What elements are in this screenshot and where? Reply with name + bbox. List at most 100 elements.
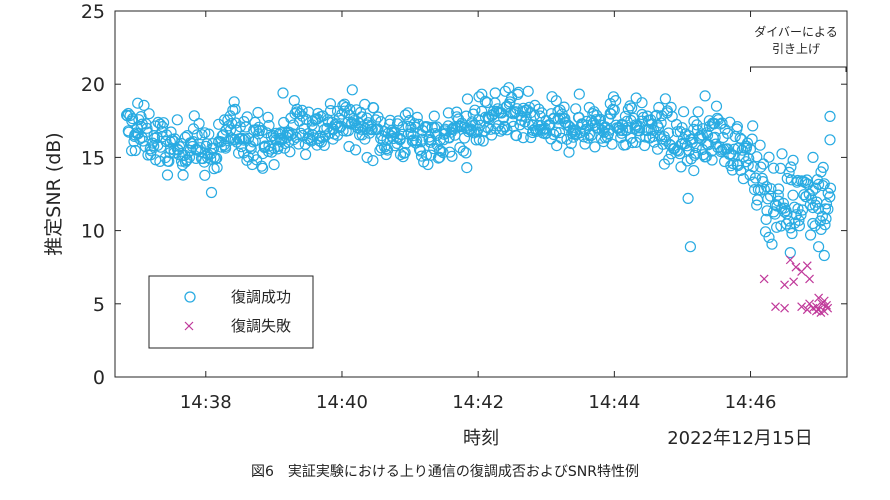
annotation-line2: 引き上げ xyxy=(772,42,820,56)
success-marker xyxy=(414,145,427,157)
success-marker xyxy=(646,118,658,130)
success-marker xyxy=(129,144,141,157)
success-marker xyxy=(709,117,721,130)
success-marker xyxy=(765,183,777,195)
success-marker xyxy=(343,140,355,153)
failure-marker xyxy=(802,305,812,315)
failure-marker xyxy=(802,261,812,271)
success-marker xyxy=(141,126,153,138)
success-markers xyxy=(120,82,837,262)
success-marker xyxy=(460,110,472,122)
success-marker xyxy=(824,191,836,203)
success-marker xyxy=(161,169,174,181)
success-marker xyxy=(194,142,206,154)
success-marker xyxy=(173,149,185,161)
y-tick-label: 25 xyxy=(81,1,105,23)
failure-marker xyxy=(805,274,814,284)
success-marker xyxy=(362,117,374,129)
success-marker xyxy=(522,85,534,97)
success-marker xyxy=(220,142,232,154)
success-marker xyxy=(818,178,830,190)
success-marker xyxy=(817,180,829,192)
success-marker xyxy=(655,117,667,129)
failure-marker xyxy=(771,302,780,312)
x-tick-label: 14:40 xyxy=(316,392,368,413)
success-marker xyxy=(624,100,636,112)
success-marker xyxy=(559,112,571,125)
success-marker xyxy=(191,129,203,141)
success-marker xyxy=(257,162,269,174)
success-marker xyxy=(677,106,690,118)
success-marker xyxy=(671,144,683,156)
success-marker xyxy=(350,144,362,156)
legend-label-success: 復調成功 xyxy=(231,288,291,306)
success-marker xyxy=(665,101,677,114)
success-marker xyxy=(777,197,790,209)
success-marker xyxy=(529,99,541,112)
failure-marker xyxy=(780,280,790,290)
success-marker xyxy=(233,147,245,159)
success-marker xyxy=(620,139,632,151)
success-marker xyxy=(809,182,822,194)
success-marker xyxy=(209,153,222,165)
success-marker xyxy=(807,202,819,214)
success-marker xyxy=(544,119,556,131)
success-marker xyxy=(268,159,280,171)
success-marker xyxy=(425,149,437,161)
success-marker xyxy=(199,169,211,181)
success-marker xyxy=(501,124,513,136)
success-marker xyxy=(754,139,766,151)
success-marker xyxy=(688,165,700,177)
success-marker xyxy=(152,116,164,129)
success-marker xyxy=(621,121,634,134)
success-marker xyxy=(793,214,805,226)
y-axis-label: 推定SNR (dB) xyxy=(43,132,65,255)
success-marker xyxy=(451,106,463,118)
failure-markers xyxy=(759,255,833,318)
success-marker xyxy=(196,129,208,141)
success-marker xyxy=(591,109,603,122)
x-tick-label: 14:46 xyxy=(725,392,777,413)
success-marker xyxy=(776,148,788,160)
success-marker xyxy=(772,189,784,201)
success-marker xyxy=(605,108,617,120)
success-marker xyxy=(820,213,832,225)
success-marker xyxy=(792,203,804,215)
success-marker xyxy=(740,142,752,154)
success-marker xyxy=(648,136,660,148)
success-marker xyxy=(578,131,590,143)
success-marker xyxy=(786,227,798,240)
success-marker xyxy=(757,158,770,170)
success-marker xyxy=(177,169,189,181)
failure-marker xyxy=(814,293,824,303)
success-marker xyxy=(437,134,450,146)
failure-marker xyxy=(797,302,807,312)
y-tick-label: 15 xyxy=(81,147,105,169)
success-marker xyxy=(361,151,373,164)
success-marker xyxy=(262,111,274,123)
success-marker xyxy=(818,249,830,262)
success-marker xyxy=(573,88,585,100)
success-marker xyxy=(691,119,703,131)
success-marker xyxy=(817,161,829,173)
success-marker xyxy=(435,145,447,157)
success-marker xyxy=(746,133,758,145)
success-marker xyxy=(751,199,763,211)
success-marker xyxy=(278,116,290,129)
y-tick-label: 0 xyxy=(93,367,105,389)
success-marker xyxy=(585,129,597,141)
annotation-bracket xyxy=(750,66,847,72)
success-marker xyxy=(446,150,458,162)
success-marker xyxy=(126,112,139,125)
success-marker xyxy=(812,178,825,190)
success-marker xyxy=(205,186,218,199)
legend-x-marker xyxy=(184,321,194,331)
x-tick-label: 14:42 xyxy=(452,392,504,413)
success-marker xyxy=(499,121,511,133)
success-marker xyxy=(211,161,223,174)
success-marker xyxy=(602,127,615,140)
failure-marker xyxy=(791,262,801,272)
plot-frame xyxy=(114,10,848,378)
success-marker xyxy=(551,140,563,152)
success-marker xyxy=(709,131,721,143)
